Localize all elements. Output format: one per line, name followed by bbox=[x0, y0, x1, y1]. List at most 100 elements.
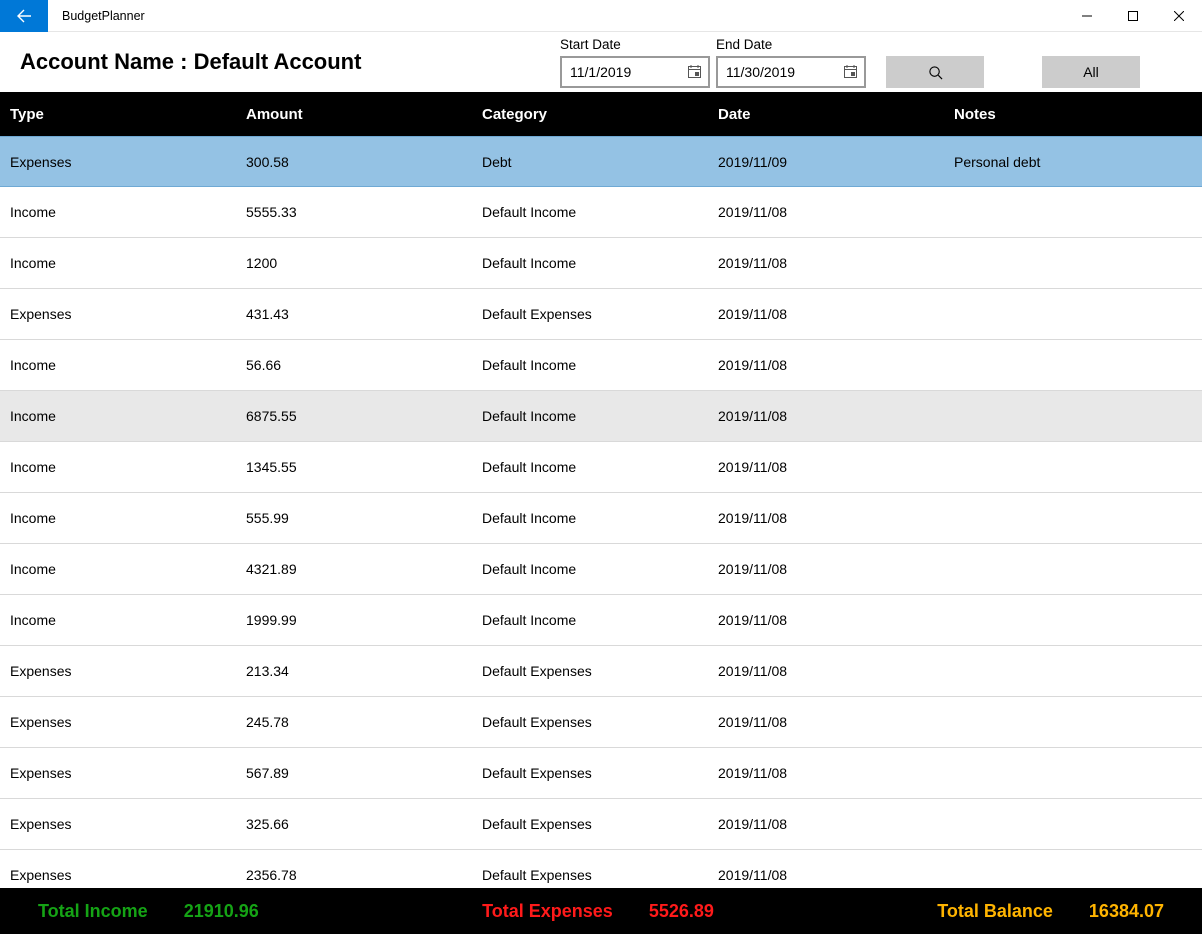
cell-category: Default Expenses bbox=[482, 765, 718, 781]
arrow-left-icon bbox=[16, 8, 32, 24]
table-row[interactable]: Expenses213.34Default Expenses2019/11/08 bbox=[0, 646, 1202, 697]
cell-category: Default Income bbox=[482, 561, 718, 577]
cell-date: 2019/11/08 bbox=[718, 561, 954, 577]
column-header-type[interactable]: Type bbox=[10, 106, 246, 123]
cell-category: Default Income bbox=[482, 255, 718, 271]
header-toolbar: Account Name : Default Account Start Dat… bbox=[0, 32, 1202, 92]
table-row[interactable]: Income56.66Default Income2019/11/08 bbox=[0, 340, 1202, 391]
end-date-value: 11/30/2019 bbox=[726, 64, 795, 80]
cell-category: Default Expenses bbox=[482, 867, 718, 883]
close-icon bbox=[1174, 11, 1184, 21]
cell-amount: 56.66 bbox=[246, 357, 482, 373]
table-row[interactable]: Income4321.89Default Income2019/11/08 bbox=[0, 544, 1202, 595]
cell-type: Income bbox=[10, 204, 246, 220]
cell-category: Default Expenses bbox=[482, 714, 718, 730]
cell-date: 2019/11/08 bbox=[718, 867, 954, 883]
search-button[interactable] bbox=[886, 56, 984, 88]
cell-notes: Personal debt bbox=[954, 154, 1202, 170]
cell-date: 2019/11/08 bbox=[718, 306, 954, 322]
cell-amount: 6875.55 bbox=[246, 408, 482, 424]
column-header-notes[interactable]: Notes bbox=[954, 106, 1202, 123]
cell-type: Expenses bbox=[10, 867, 246, 883]
title-bar: BudgetPlanner bbox=[0, 0, 1202, 32]
cell-date: 2019/11/08 bbox=[718, 459, 954, 475]
total-expenses-label: Total Expenses bbox=[482, 901, 613, 922]
cell-amount: 1200 bbox=[246, 255, 482, 271]
all-button[interactable]: All bbox=[1042, 56, 1140, 88]
total-income-value: 21910.96 bbox=[184, 901, 259, 922]
table-row[interactable]: Expenses567.89Default Expenses2019/11/08 bbox=[0, 748, 1202, 799]
table-row[interactable]: Income5555.33Default Income2019/11/08 bbox=[0, 187, 1202, 238]
cell-category: Default Expenses bbox=[482, 663, 718, 679]
table-row[interactable]: Income1200Default Income2019/11/08 bbox=[0, 238, 1202, 289]
cell-category: Default Income bbox=[482, 204, 718, 220]
cell-date: 2019/11/08 bbox=[718, 255, 954, 271]
table-row[interactable]: Income555.99Default Income2019/11/08 bbox=[0, 493, 1202, 544]
calendar-icon[interactable] bbox=[687, 64, 702, 79]
cell-type: Income bbox=[10, 612, 246, 628]
start-date-block: Start Date 11/1/2019 bbox=[560, 37, 710, 88]
cell-date: 2019/11/09 bbox=[718, 154, 954, 170]
cell-category: Default Income bbox=[482, 612, 718, 628]
table-row[interactable]: Expenses245.78Default Expenses2019/11/08 bbox=[0, 697, 1202, 748]
total-expenses-value: 5526.89 bbox=[649, 901, 714, 922]
table-row[interactable]: Income1345.55Default Income2019/11/08 bbox=[0, 442, 1202, 493]
cell-type: Income bbox=[10, 357, 246, 373]
cell-date: 2019/11/08 bbox=[718, 765, 954, 781]
cell-date: 2019/11/08 bbox=[718, 663, 954, 679]
cell-date: 2019/11/08 bbox=[718, 714, 954, 730]
table-row[interactable]: Income6875.55Default Income2019/11/08 bbox=[0, 391, 1202, 442]
cell-type: Income bbox=[10, 255, 246, 271]
table-body[interactable]: Expenses300.58Debt2019/11/09Personal deb… bbox=[0, 136, 1202, 888]
cell-date: 2019/11/08 bbox=[718, 612, 954, 628]
cell-date: 2019/11/08 bbox=[718, 408, 954, 424]
cell-type: Income bbox=[10, 459, 246, 475]
end-date-input[interactable]: 11/30/2019 bbox=[716, 56, 866, 88]
maximize-button[interactable] bbox=[1110, 0, 1156, 32]
minimize-button[interactable] bbox=[1064, 0, 1110, 32]
cell-amount: 300.58 bbox=[246, 154, 482, 170]
back-button[interactable] bbox=[0, 0, 48, 32]
cell-category: Default Income bbox=[482, 408, 718, 424]
start-date-input[interactable]: 11/1/2019 bbox=[560, 56, 710, 88]
column-header-amount[interactable]: Amount bbox=[246, 106, 482, 123]
cell-type: Income bbox=[10, 510, 246, 526]
cell-type: Expenses bbox=[10, 765, 246, 781]
app-title: BudgetPlanner bbox=[62, 9, 145, 23]
cell-type: Expenses bbox=[10, 663, 246, 679]
total-balance-label: Total Balance bbox=[937, 901, 1053, 922]
cell-category: Default Expenses bbox=[482, 816, 718, 832]
cell-amount: 1345.55 bbox=[246, 459, 482, 475]
cell-amount: 213.34 bbox=[246, 663, 482, 679]
column-header-category[interactable]: Category bbox=[482, 106, 718, 123]
maximize-icon bbox=[1128, 11, 1138, 21]
start-date-value: 11/1/2019 bbox=[570, 64, 631, 80]
account-name-label: Account Name : Default Account bbox=[20, 49, 560, 75]
total-balance-value: 16384.07 bbox=[1089, 901, 1164, 922]
table-row[interactable]: Expenses325.66Default Expenses2019/11/08 bbox=[0, 799, 1202, 850]
cell-amount: 245.78 bbox=[246, 714, 482, 730]
calendar-icon[interactable] bbox=[843, 64, 858, 79]
window-controls bbox=[1064, 0, 1202, 32]
cell-type: Expenses bbox=[10, 154, 246, 170]
cell-date: 2019/11/08 bbox=[718, 816, 954, 832]
all-button-label: All bbox=[1083, 64, 1099, 80]
end-date-block: End Date 11/30/2019 bbox=[716, 37, 866, 88]
totals-footer: Total Income 21910.96 Total Expenses 552… bbox=[0, 888, 1202, 934]
table-row[interactable]: Expenses300.58Debt2019/11/09Personal deb… bbox=[0, 136, 1202, 187]
column-header-date[interactable]: Date bbox=[718, 106, 954, 123]
end-date-label: End Date bbox=[716, 37, 866, 52]
cell-type: Income bbox=[10, 561, 246, 577]
cell-type: Expenses bbox=[10, 306, 246, 322]
cell-amount: 325.66 bbox=[246, 816, 482, 832]
table-row[interactable]: Expenses2356.78Default Expenses2019/11/0… bbox=[0, 850, 1202, 888]
table-row[interactable]: Income1999.99Default Income2019/11/08 bbox=[0, 595, 1202, 646]
close-button[interactable] bbox=[1156, 0, 1202, 32]
cell-amount: 1999.99 bbox=[246, 612, 482, 628]
cell-category: Default Income bbox=[482, 510, 718, 526]
cell-category: Default Expenses bbox=[482, 306, 718, 322]
cell-date: 2019/11/08 bbox=[718, 510, 954, 526]
table-row[interactable]: Expenses431.43Default Expenses2019/11/08 bbox=[0, 289, 1202, 340]
cell-type: Expenses bbox=[10, 714, 246, 730]
cell-amount: 555.99 bbox=[246, 510, 482, 526]
